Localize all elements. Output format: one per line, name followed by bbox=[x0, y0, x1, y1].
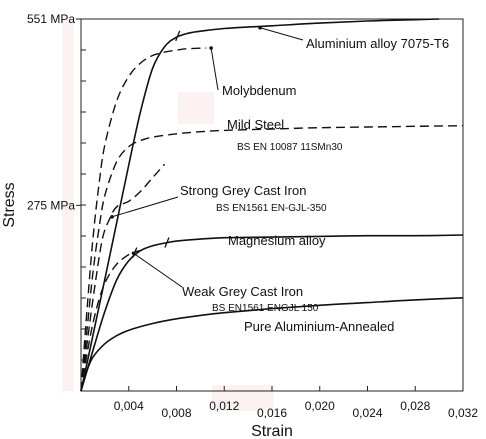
highlight-box bbox=[178, 92, 214, 124]
series-sublabel-strong-grey-cast-iron: BS EN1561 EN-GJL-350 bbox=[216, 203, 327, 214]
x-tick-label: 0,028 bbox=[400, 399, 430, 413]
leader-arrowhead bbox=[110, 215, 114, 219]
leader-line bbox=[210, 47, 219, 91]
series-label-weak-grey-cast-iron: Weak Grey Cast Iron bbox=[182, 284, 303, 299]
annotations: Aluminium alloy 7075-T6 Molybdenum Mild St… bbox=[110, 25, 449, 334]
series-sublabel-weak-grey-cast-iron: BS EN1561 ENGJL 150 bbox=[212, 303, 319, 314]
series-label-strong-grey-cast-iron: Strong Grey Cast Iron bbox=[180, 183, 306, 198]
y-tick-label: 551 MPa bbox=[27, 12, 75, 26]
x-axis-title: Strain bbox=[251, 423, 293, 439]
axes: 0,004 0,008 0,012 0,016 0,020 0,024 0,028 0,032… bbox=[27, 12, 478, 420]
leader-arrowhead bbox=[209, 46, 213, 50]
series-label-molybdenum: Molybdenum bbox=[222, 83, 296, 98]
leader-arrowhead bbox=[258, 25, 262, 30]
series-line-magnesium-alloy bbox=[80, 234, 464, 392]
axis-band bbox=[62, 19, 74, 391]
series-sublabel-mild-steel: BS EN 10087 11SMn30 bbox=[237, 142, 343, 153]
leader-line bbox=[259, 27, 304, 41]
x-tick-label: 0,008 bbox=[161, 406, 191, 420]
highlight-box bbox=[212, 385, 274, 411]
series-line-strong-grey-cast-iron bbox=[80, 163, 166, 392]
series-label-aluminium-alloy-7075-t6: Aluminium alloy 7075-T6 bbox=[306, 36, 449, 51]
series-label-mild-steel: Mild Steel bbox=[227, 117, 284, 132]
series-label-pure-aluminium-annealed: Pure Aluminium-Annealed bbox=[244, 319, 394, 334]
yield-marker bbox=[164, 237, 170, 248]
yield-marker bbox=[175, 30, 181, 42]
series-line-pure-aluminium-annealed bbox=[80, 297, 464, 392]
series-line-weak-grey-cast-iron bbox=[80, 249, 141, 392]
y-axis-title: Stress bbox=[1, 182, 18, 227]
leader-line bbox=[133, 252, 183, 288]
series-line-molybdenum bbox=[80, 47, 207, 392]
series-label-magnesium-alloy: Magnesium alloy bbox=[228, 233, 326, 248]
x-tick-label: 0,020 bbox=[305, 399, 335, 413]
leader-arrowhead bbox=[131, 251, 136, 256]
series-line-mild-steel bbox=[80, 125, 464, 392]
x-tick-label: 0,016 bbox=[257, 406, 287, 420]
x-tick-label: 0,004 bbox=[114, 399, 144, 413]
x-tick-label: 0,024 bbox=[352, 406, 382, 420]
leader-line bbox=[111, 196, 179, 218]
y-tick-label: 275 MPa bbox=[27, 198, 75, 212]
x-tick-label: 0,032 bbox=[448, 406, 478, 420]
x-tick-label: 0,012 bbox=[209, 399, 239, 413]
